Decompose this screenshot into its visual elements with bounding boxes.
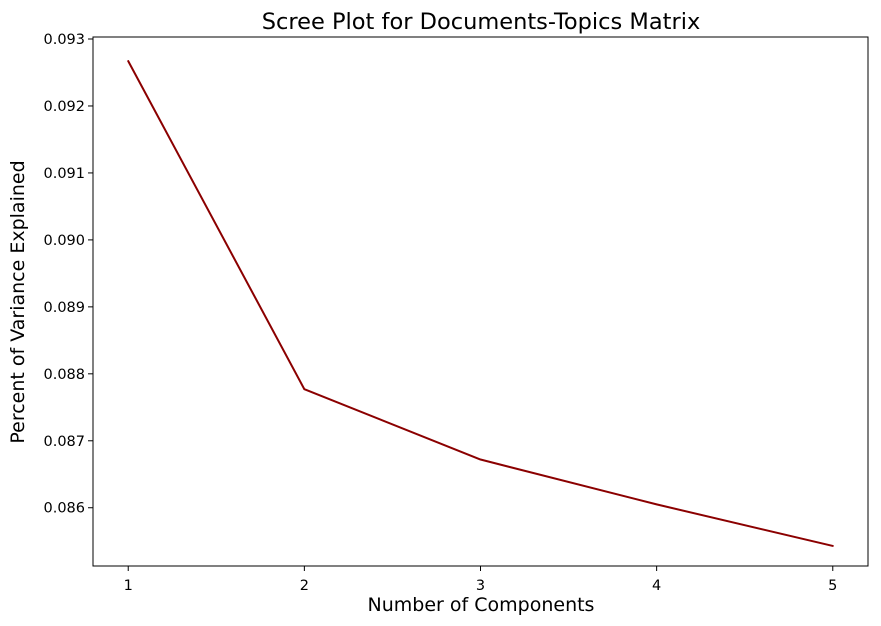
x-tick-label-2: 2	[300, 578, 309, 594]
x-axis-label: Number of Components	[368, 594, 595, 616]
y-tick-label-3: 0.088	[43, 367, 85, 383]
x-tick-label-5: 5	[828, 578, 837, 594]
x-axis-ticks: 1 2 3 4 5	[124, 566, 837, 594]
y-tick-label-4: 0.089	[43, 300, 85, 316]
y-tick-label-7: 0.092	[43, 99, 85, 115]
y-tick-label-8: 0.093	[43, 32, 85, 48]
plot-frame	[92, 36, 869, 567]
y-axis-ticks: 0.086 0.087 0.088 0.089 0.090 0.091 0.092 0.093	[43, 32, 93, 517]
y-axis-label: Percent of Variance Explained	[7, 160, 29, 443]
y-tick-label-5: 0.090	[43, 233, 85, 249]
chart-title: Scree Plot for Documents-Topics Matrix	[262, 9, 701, 35]
y-tick-label-6: 0.091	[43, 166, 85, 182]
series-layer	[127, 60, 834, 547]
plot-area	[92, 36, 869, 567]
series-line-1	[127, 60, 834, 547]
x-tick-label-3: 3	[476, 578, 485, 594]
y-tick-label-1: 0.086	[43, 501, 85, 517]
x-tick-label-4: 4	[652, 578, 661, 594]
y-tick-label-2: 0.087	[43, 434, 85, 450]
x-tick-label-1: 1	[124, 578, 133, 594]
